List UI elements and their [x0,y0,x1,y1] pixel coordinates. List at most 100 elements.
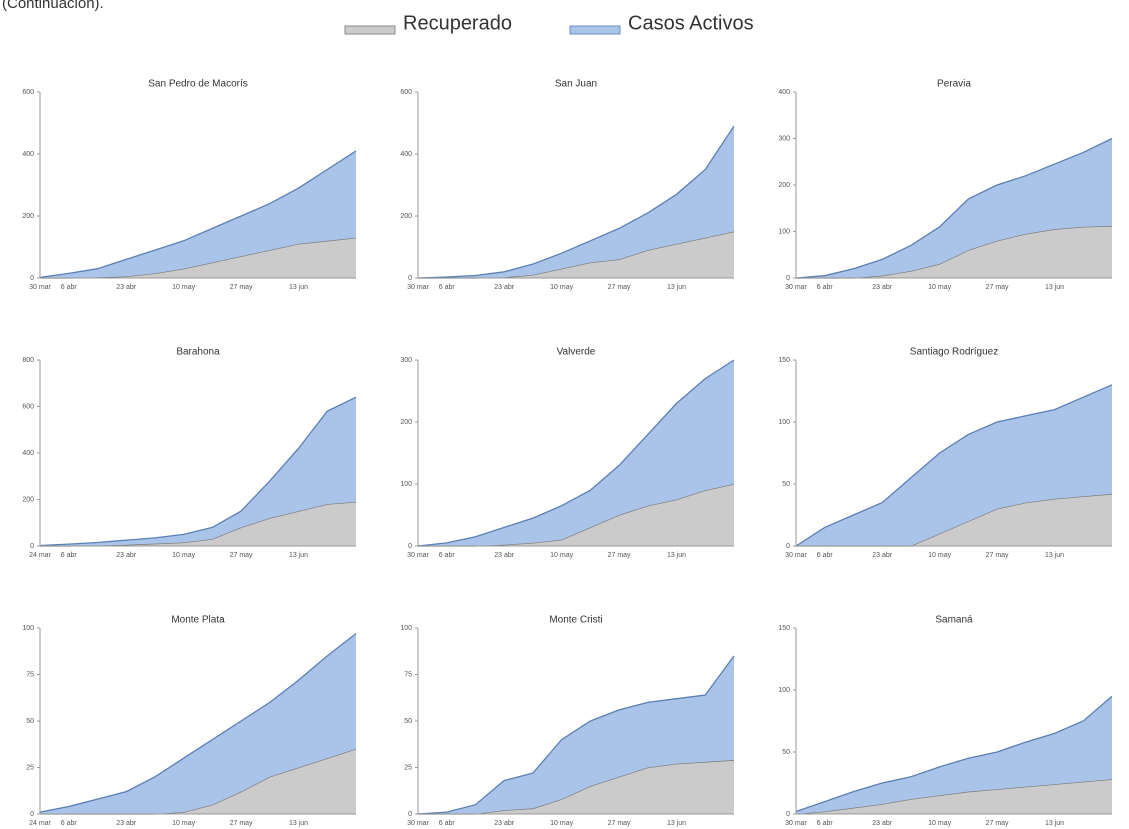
x-tick-label: 30 mar [407,284,429,291]
y-tick-label: 50 [404,718,412,725]
area-edge [39,396,357,547]
y-tick-label: 200 [22,496,34,503]
y-tick-label: 400 [778,89,790,96]
chart-title: Peravia [937,79,971,90]
y-tick-label: 75 [26,671,34,678]
y-tick-label: 200 [400,419,412,426]
x-tick-label: 27 may [608,820,631,827]
x-tick-label: 6 abr [439,284,456,291]
y-tick-label: 0 [408,543,412,550]
y-tick-label: 150 [778,625,790,632]
x-tick-label: 10 may [928,284,951,291]
x-tick-label: 27 may [986,552,1009,559]
area [40,150,356,278]
area-edge [417,359,735,547]
y-tick-label: 25 [404,764,412,771]
x-tick-label: 10 may [172,552,195,559]
y-tick-label: 300 [400,357,412,364]
chart-title: Valverde [557,347,596,358]
y-tick-label: 0 [30,543,34,550]
x-tick-label: 10 may [550,552,573,559]
area [40,633,356,814]
x-tick-label: 6 abr [61,552,78,559]
chart-title: Santiago Rodríguez [910,347,998,358]
chart-title: San Juan [555,79,597,90]
y-tick-label: 600 [400,89,412,96]
y-tick-label: 0 [30,275,34,282]
y-tick-label: 200 [22,213,34,220]
y-tick-label: 75 [404,671,412,678]
area [418,655,734,814]
y-tick-label: 600 [22,89,34,96]
area-edge [417,655,735,815]
x-tick-label: 13 jun [667,284,686,291]
x-tick-label: 6 abr [439,820,456,827]
x-tick-label: 13 jun [1045,552,1064,559]
x-tick-label: 13 jun [289,284,308,291]
y-tick-label: 50 [782,749,790,756]
x-tick-label: 27 may [230,820,253,827]
x-tick-label: 30 mar [29,284,51,291]
area [418,126,734,278]
legend-label: Recuperado [403,12,512,34]
x-tick-label: 6 abr [817,552,834,559]
x-tick-label: 27 may [986,820,1009,827]
y-tick-label: 600 [22,403,34,410]
y-tick-label: 100 [778,687,790,694]
legend-swatch [344,25,396,35]
x-tick-label: 27 may [230,552,253,559]
x-tick-label: 23 abr [116,284,137,291]
x-tick-label: 6 abr [61,284,78,291]
x-tick-label: 10 may [172,284,195,291]
x-tick-label: 30 mar [407,552,429,559]
x-tick-label: 13 jun [289,820,308,827]
x-tick-label: 23 abr [494,552,515,559]
x-tick-label: 23 abr [872,552,893,559]
y-tick-label: 100 [22,625,34,632]
y-tick-label: 400 [22,450,34,457]
y-tick-label: 400 [400,151,412,158]
area-edge [39,633,357,813]
chart-title: Monte Plata [171,615,225,626]
area [418,360,734,546]
x-tick-label: 10 may [928,552,951,559]
x-tick-label: 13 jun [1045,820,1064,827]
x-tick-label: 30 mar [785,552,807,559]
y-tick-label: 100 [400,625,412,632]
y-tick-label: 0 [786,811,790,818]
x-tick-label: 10 may [172,820,195,827]
y-tick-label: 100 [778,419,790,426]
y-tick-label: 0 [786,275,790,282]
legend-swatch [569,25,621,35]
y-tick-label: 0 [30,811,34,818]
y-tick-label: 0 [408,811,412,818]
x-tick-label: 27 may [230,284,253,291]
area [796,493,1112,546]
area [796,225,1112,278]
x-tick-label: 13 jun [667,552,686,559]
x-tick-label: 10 may [928,820,951,827]
area-edge [795,137,1113,279]
y-tick-label: 150 [778,357,790,364]
area [418,484,734,546]
y-tick-label: 0 [786,543,790,550]
x-tick-label: 23 abr [116,552,137,559]
x-tick-label: 6 abr [817,820,834,827]
x-tick-label: 10 may [550,284,573,291]
area-edge [417,125,735,279]
x-tick-label: 30 mar [785,820,807,827]
y-tick-label: 50 [26,718,34,725]
y-tick-label: 100 [400,481,412,488]
area [418,231,734,278]
x-tick-label: 23 abr [116,820,137,827]
area-edge [39,150,357,279]
x-tick-label: 24 mar [29,552,51,559]
y-tick-label: 100 [778,228,790,235]
area-edge [795,384,1113,547]
area [418,760,734,814]
x-tick-label: 30 mar [785,284,807,291]
area [796,696,1112,814]
legend-label: Casos Activos [628,12,754,34]
y-tick-label: 200 [400,213,412,220]
